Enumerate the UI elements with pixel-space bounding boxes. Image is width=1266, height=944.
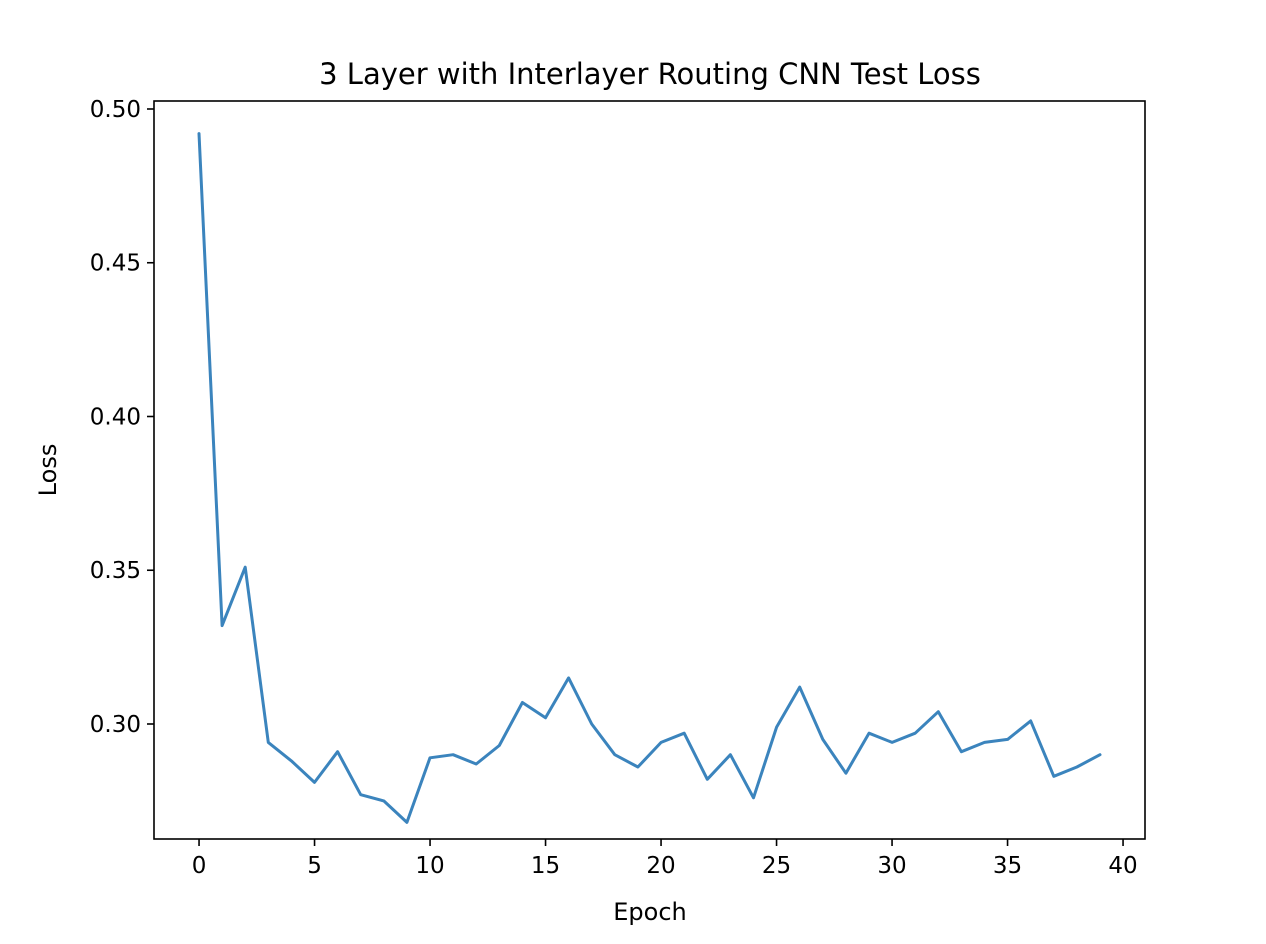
x-tick-label: 0 [192, 853, 207, 879]
x-tick-label: 10 [415, 853, 444, 879]
y-tick-label: 0.40 [90, 404, 141, 430]
x-axis: 0 5 10 15 20 25 30 35 40 [192, 839, 1138, 879]
y-tick-label: 0.35 [90, 558, 141, 584]
x-tick-label: 35 [993, 853, 1022, 879]
x-tick-label: 15 [531, 853, 560, 879]
x-axis-label: Epoch [613, 898, 687, 926]
plot-frame [153, 100, 1146, 840]
series-points [198, 133, 1101, 823]
y-tick-label: 0.30 [90, 712, 141, 738]
plot-area [197, 132, 1102, 824]
y-axis-label: Loss [34, 444, 62, 497]
x-tick-label: 30 [877, 853, 906, 879]
x-tick-label: 40 [1108, 853, 1137, 879]
chart-title: 3 Layer with Interlayer Routing CNN Test… [319, 57, 981, 91]
x-tick-label: 5 [307, 853, 322, 879]
series-line [197, 132, 1102, 824]
y-axis: 0.30 0.35 0.40 0.45 0.50 [90, 97, 154, 738]
y-tick-label: 0.45 [90, 251, 141, 277]
y-tick-label: 0.50 [90, 97, 141, 123]
x-tick-label: 25 [762, 853, 791, 879]
x-tick-label: 20 [646, 853, 675, 879]
